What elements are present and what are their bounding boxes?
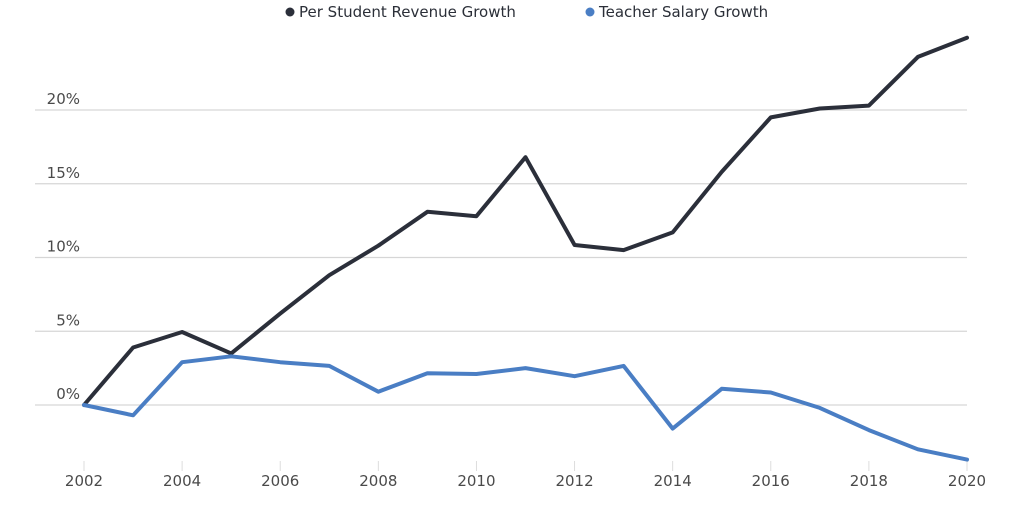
data-point-per-student-revenue-growth[interactable] — [179, 329, 185, 335]
data-point-teacher-salary-growth[interactable] — [326, 363, 332, 369]
legend-item-per-student-revenue[interactable]: Per Student Revenue Growth — [285, 3, 516, 21]
data-point-teacher-salary-growth[interactable] — [572, 373, 578, 379]
data-point-per-student-revenue-growth[interactable] — [523, 154, 529, 160]
data-point-teacher-salary-growth[interactable] — [768, 390, 774, 396]
legend-label-teacher-salary: Teacher Salary Growth — [598, 3, 768, 21]
series-line-per-student-revenue-growth[interactable] — [82, 35, 969, 407]
data-point-per-student-revenue-growth[interactable] — [768, 114, 774, 120]
x-tick-label: 2016 — [752, 472, 790, 490]
data-point-per-student-revenue-growth[interactable] — [719, 169, 725, 175]
data-point-per-student-revenue-growth[interactable] — [670, 229, 676, 235]
x-tick-label: 2008 — [359, 472, 397, 490]
data-point-teacher-salary-growth[interactable] — [523, 365, 529, 371]
data-point-per-student-revenue-growth[interactable] — [424, 209, 430, 215]
legend-label-per-student-revenue: Per Student Revenue Growth — [299, 3, 516, 21]
legend-marker-per-student-revenue — [285, 7, 295, 17]
series-per-student-revenue-growth — [82, 35, 970, 407]
series-line-teacher-salary-growth[interactable] — [82, 354, 969, 462]
data-point-teacher-salary-growth[interactable] — [719, 386, 725, 392]
x-tick-label: 2004 — [163, 472, 201, 490]
y-tick-label: 0% — [56, 385, 80, 403]
data-point-per-student-revenue-growth[interactable] — [473, 213, 479, 219]
y-tick-label: 10% — [47, 238, 80, 256]
x-tick-label: 2012 — [555, 472, 593, 490]
data-point-teacher-salary-growth[interactable] — [670, 426, 676, 432]
data-point-per-student-revenue-growth[interactable] — [375, 243, 381, 249]
data-point-per-student-revenue-growth[interactable] — [817, 106, 823, 112]
data-point-per-student-revenue-growth[interactable] — [572, 242, 578, 248]
x-tick-label: 2020 — [948, 472, 986, 490]
x-tick-label: 2014 — [654, 472, 692, 490]
data-point-teacher-salary-growth[interactable] — [817, 405, 823, 411]
data-point-teacher-salary-growth[interactable] — [81, 402, 87, 408]
data-point-per-student-revenue-growth[interactable] — [964, 35, 970, 41]
legend: Per Student Revenue Growth Teacher Salar… — [285, 3, 769, 21]
legend-item-teacher-salary[interactable]: Teacher Salary Growth — [585, 3, 769, 21]
data-point-teacher-salary-growth[interactable] — [424, 370, 430, 376]
data-point-per-student-revenue-growth[interactable] — [277, 311, 283, 317]
data-point-per-student-revenue-growth[interactable] — [326, 272, 332, 278]
data-point-teacher-salary-growth[interactable] — [228, 353, 234, 359]
data-point-teacher-salary-growth[interactable] — [473, 371, 479, 377]
series-group — [81, 35, 970, 463]
x-tick-label: 2010 — [457, 472, 495, 490]
data-point-per-student-revenue-growth[interactable] — [915, 54, 921, 60]
data-point-teacher-salary-growth[interactable] — [277, 359, 283, 365]
data-point-per-student-revenue-growth[interactable] — [130, 345, 136, 351]
x-tick-label: 2002 — [65, 472, 103, 490]
x-tick-label: 2006 — [261, 472, 299, 490]
data-point-per-student-revenue-growth[interactable] — [866, 103, 872, 109]
legend-marker-teacher-salary — [585, 7, 595, 17]
data-point-teacher-salary-growth[interactable] — [621, 363, 627, 369]
data-point-teacher-salary-growth[interactable] — [915, 446, 921, 452]
data-point-teacher-salary-growth[interactable] — [179, 359, 185, 365]
y-tick-label: 15% — [47, 164, 80, 182]
data-point-teacher-salary-growth[interactable] — [964, 457, 970, 463]
x-tick-label: 2018 — [850, 472, 888, 490]
data-point-teacher-salary-growth[interactable] — [866, 427, 872, 433]
series-teacher-salary-growth — [81, 353, 970, 463]
data-point-per-student-revenue-growth[interactable] — [621, 247, 627, 253]
grid-lines — [35, 109, 967, 406]
x-axis: 2002 2004 2006 2008 2010 2012 2014 2016 2018 2020 — [65, 461, 986, 490]
y-axis: 0% 5% 10% 15% 20% — [47, 90, 80, 403]
y-tick-label: 20% — [47, 90, 80, 108]
data-point-teacher-salary-growth[interactable] — [130, 412, 136, 418]
data-point-teacher-salary-growth[interactable] — [375, 389, 381, 395]
y-tick-label: 5% — [56, 311, 80, 329]
